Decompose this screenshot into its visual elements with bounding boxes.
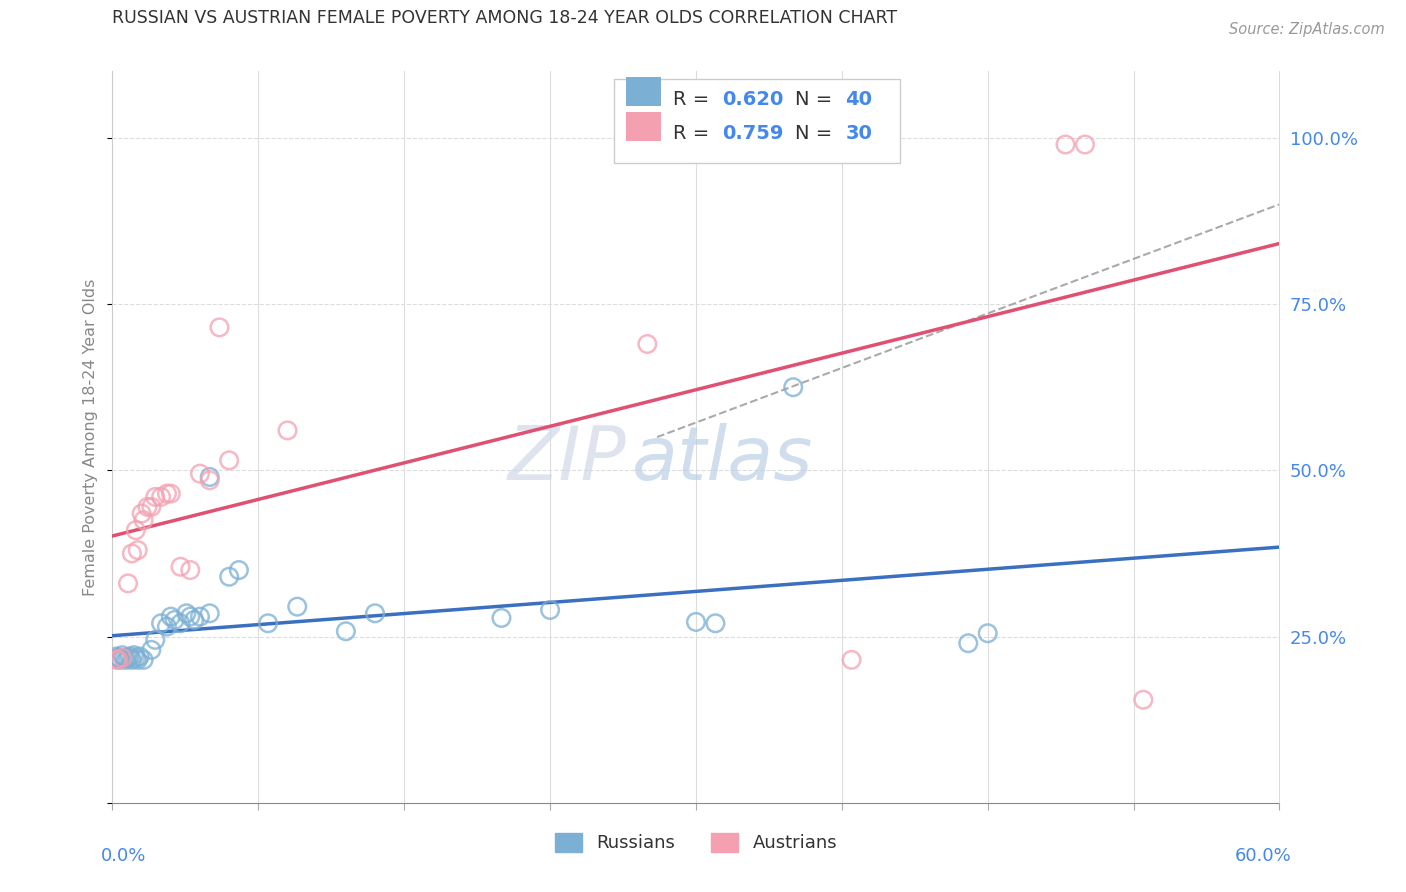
Point (218, 570, 240, 584)
Point (257, 616, 280, 631)
Point (122, 648, 145, 663)
Point (364, 607, 387, 621)
Point (117, 650, 139, 665)
Point (141, 500, 163, 514)
Point (176, 607, 198, 621)
Point (125, 650, 148, 665)
Text: 30: 30 (845, 124, 872, 143)
Text: 0.620: 0.620 (721, 90, 783, 109)
Text: RUSSIAN VS AUSTRIAN FEMALE POVERTY AMONG 18-24 YEAR OLDS CORRELATION CHART: RUSSIAN VS AUSTRIAN FEMALE POVERTY AMONG… (112, 10, 897, 28)
Point (188, 609, 211, 624)
Text: 60.0%: 60.0% (1234, 847, 1291, 864)
Point (141, 643, 163, 657)
Point (957, 636, 980, 650)
Point (111, 648, 134, 663)
Point (143, 632, 166, 647)
Point (127, 543, 149, 558)
Point (198, 607, 221, 621)
Point (121, 546, 143, 560)
Point (179, 609, 201, 624)
Point (285, 599, 308, 614)
Point (160, 486, 183, 500)
Point (121, 653, 143, 667)
Point (218, 453, 240, 467)
Text: atlas: atlas (631, 423, 813, 495)
Point (198, 470, 221, 484)
Text: Source: ZipAtlas.com: Source: ZipAtlas.com (1229, 22, 1385, 37)
Text: ZIP: ZIP (508, 423, 626, 495)
Point (228, 563, 250, 577)
Point (869, 137, 891, 152)
Point (179, 563, 201, 577)
Point (118, 649, 141, 664)
Point (188, 467, 211, 481)
Point (276, 424, 298, 438)
Point (131, 507, 153, 521)
Point (782, 380, 804, 394)
Point (1054, 137, 1077, 152)
Bar (626, 78, 661, 106)
Point (156, 486, 179, 500)
Point (704, 616, 727, 631)
Text: N =: N = (796, 90, 838, 109)
Point (132, 653, 155, 667)
Point (107, 653, 129, 667)
Text: N =: N = (796, 124, 838, 143)
Point (125, 523, 148, 537)
Point (127, 653, 149, 667)
Point (136, 500, 159, 514)
Point (111, 650, 134, 665)
Point (160, 609, 183, 624)
Point (150, 490, 173, 504)
Point (538, 603, 561, 617)
Point (163, 613, 186, 627)
Point (156, 619, 179, 633)
Point (976, 626, 998, 640)
Point (132, 513, 155, 527)
Point (112, 650, 135, 665)
Point (841, 653, 863, 667)
Point (335, 624, 357, 639)
Text: 0.759: 0.759 (721, 124, 783, 143)
Point (128, 649, 150, 664)
Point (115, 653, 138, 667)
FancyBboxPatch shape (614, 78, 900, 163)
Point (491, 611, 513, 625)
Point (198, 473, 221, 487)
Point (105, 649, 128, 664)
Point (1132, 692, 1154, 706)
Point (169, 616, 191, 631)
Y-axis label: Female Poverty Among 18-24 Year Olds: Female Poverty Among 18-24 Year Olds (83, 278, 98, 596)
Point (685, 615, 707, 629)
Point (636, 337, 658, 351)
Text: R =: R = (672, 124, 716, 143)
Bar (626, 112, 661, 141)
Point (208, 320, 231, 334)
Point (169, 559, 191, 574)
Point (117, 576, 139, 591)
Text: 40: 40 (845, 90, 872, 109)
Point (183, 613, 205, 627)
Point (110, 653, 132, 667)
Point (150, 616, 173, 631)
Point (105, 653, 128, 667)
Legend: Russians, Austrians: Russians, Austrians (547, 826, 845, 860)
Text: 0.0%: 0.0% (101, 847, 146, 864)
Point (831, 137, 853, 152)
Point (1074, 137, 1097, 152)
Point (107, 650, 129, 665)
Point (143, 490, 166, 504)
Text: R =: R = (672, 90, 716, 109)
